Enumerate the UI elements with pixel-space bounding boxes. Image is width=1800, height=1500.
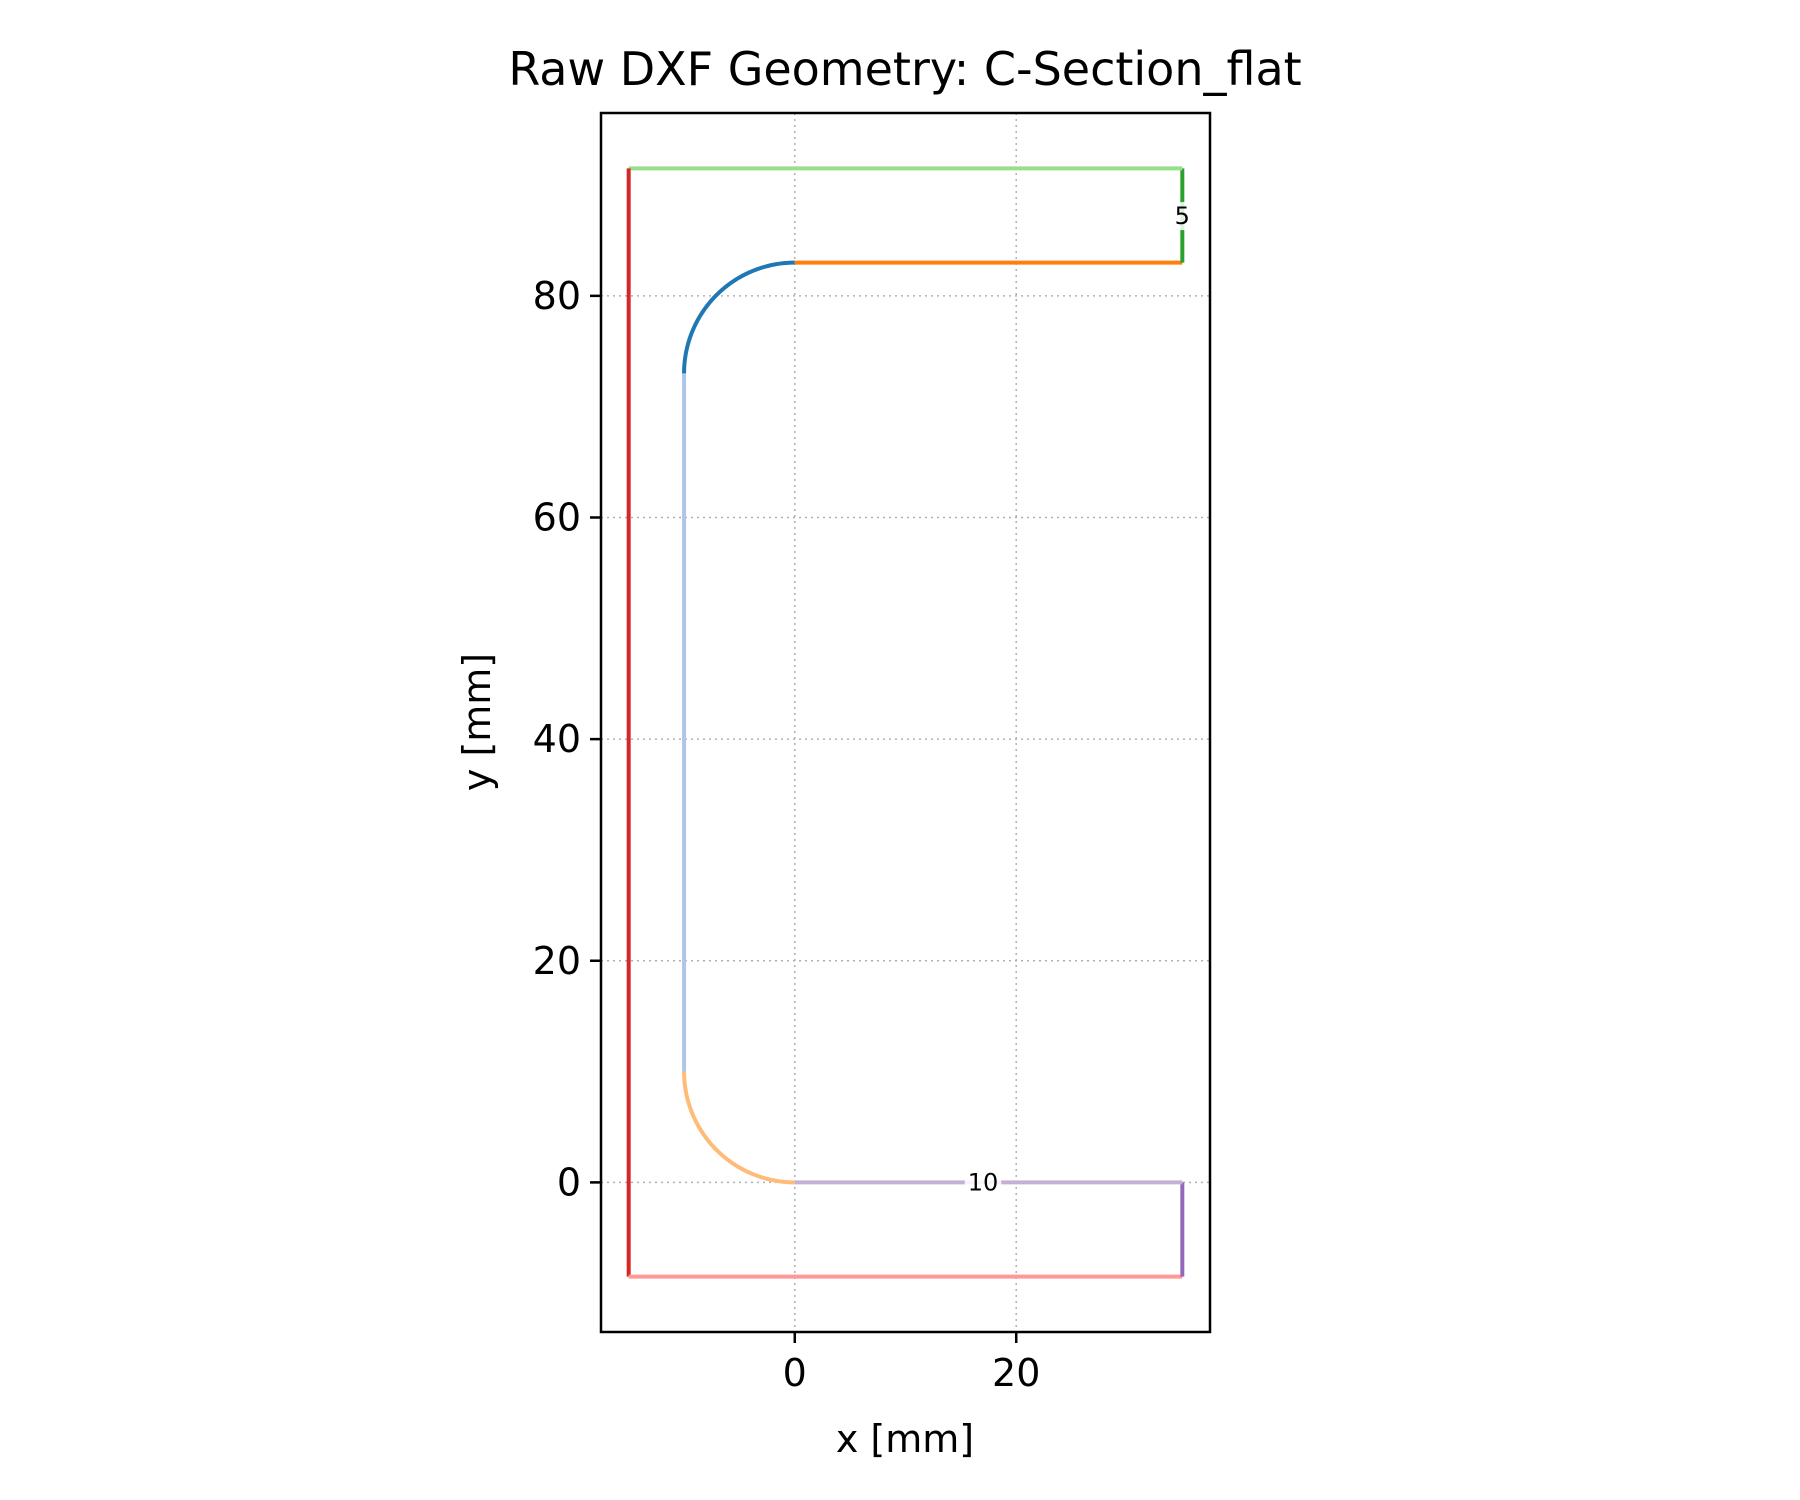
chart-title: Raw DXF Geometry: C-Section_flat (508, 42, 1301, 96)
y-tick-label: 60 (533, 495, 581, 539)
plot-area (626, 166, 1185, 1279)
ticks: 0 20 0 20 40 60 80 (533, 274, 1041, 1395)
grid (601, 113, 1210, 1332)
geometry-arc-3 (682, 1071, 795, 1185)
x-tick-label: 20 (992, 1351, 1040, 1395)
entity-label-background (1171, 202, 1193, 231)
x-axis-label: x [mm] (836, 1417, 974, 1461)
y-tick-label: 40 (533, 717, 581, 761)
x-tick-label: 0 (783, 1351, 807, 1395)
y-tick-label: 0 (557, 1160, 581, 1204)
entity-label-background (964, 1168, 1002, 1197)
annotations: 5 10 (964, 202, 1193, 1197)
entity-index-label: 10 (968, 1168, 999, 1196)
y-tick-label: 20 (533, 939, 581, 983)
geometry-arc-0 (682, 260, 795, 374)
axes-frame (599, 111, 1212, 1334)
entity-index-label: 5 (1175, 202, 1190, 230)
y-tick-label: 80 (533, 274, 581, 318)
y-axis-label: y [mm] (455, 653, 499, 791)
